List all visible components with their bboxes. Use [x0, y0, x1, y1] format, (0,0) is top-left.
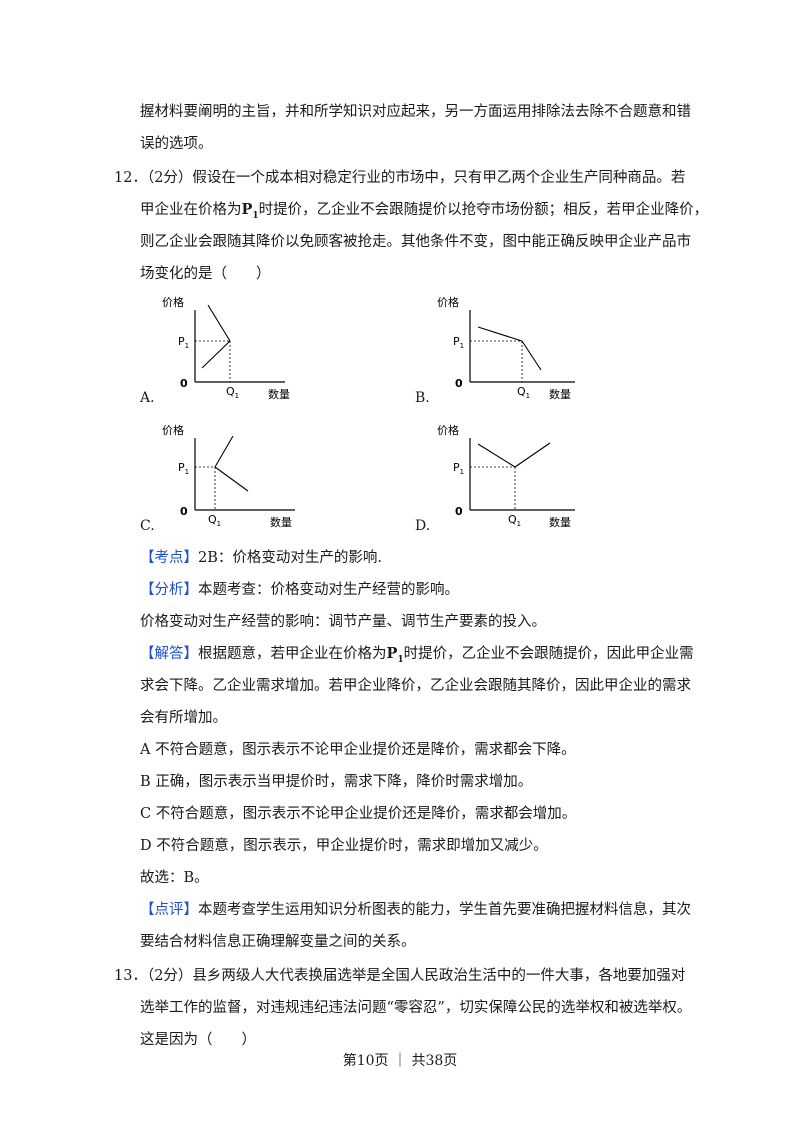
- p1-label: P1: [178, 335, 189, 350]
- option-d-explanation: D 不符合题意，图示表示，甲企业提价时，需求即增加又减少。: [140, 838, 548, 854]
- question-12-line3: 则乙企业会跟随其降价以免顾客被抢走。其他条件不变，图中能正确反映甲企业产品市: [140, 234, 691, 250]
- p1-label: P1: [453, 335, 464, 350]
- text-line: 握材料要阐明的主旨，并和所学知识对应起来，另一方面运用排除法去除不合题意和错: [140, 104, 691, 120]
- jieda-tag: 【解答】: [140, 646, 198, 662]
- p1-label: P1: [178, 461, 189, 476]
- jieda-line3: 会有所增加。: [140, 710, 227, 726]
- kaodian-line: 【考点】2B：价格变动对生产的影响.: [140, 550, 382, 566]
- page-footer: 第10页 ｜ 共38页: [342, 1053, 458, 1069]
- option-c-explanation: C 不符合题意，图示表示不论甲企业提价还是降价，需求都会增加。: [140, 806, 577, 822]
- question-13-line1: 13．（2分）县乡两级人大代表换届选举是全国人民政治生活中的一件大事，各地要加强…: [114, 968, 686, 984]
- text-line: 误的选项。: [140, 136, 213, 152]
- graph-a: 价格 P1 0 Q1 数量: [150, 290, 290, 405]
- q1-label: Q1: [517, 385, 530, 400]
- origin-label: 0: [180, 377, 188, 390]
- curve-lower: [521, 340, 542, 371]
- option-a-label: A.: [140, 390, 155, 406]
- graph-d: 价格 P1 0 Q1 数量: [425, 418, 585, 533]
- y-axis-label: 价格: [437, 423, 459, 437]
- option-a-explanation: A 不符合题意，图示表示不论甲企业提价还是降价，需求都会下降。: [140, 742, 576, 758]
- curve-upper: [477, 326, 523, 342]
- x-axis-label: 数量: [549, 516, 571, 529]
- question-13-line2: 选举工作的监督，对违规违纪违法问题“零容忍”，切实保障公民的选举权和被选举权。: [140, 1000, 692, 1016]
- origin-label: 0: [455, 505, 463, 518]
- curve-right: [514, 442, 551, 468]
- fenxi-line: 【分析】本题考查：价格变动对生产经营的影响。: [140, 582, 459, 598]
- kaodian-tag: 【考点】: [140, 550, 198, 566]
- fenxi-tag: 【分析】: [140, 582, 198, 598]
- question-12-line4: 场变化的是（ ）: [140, 266, 271, 282]
- origin-label: 0: [180, 505, 188, 518]
- graph-c: 价格 P1 0 Q1 数量: [150, 418, 310, 533]
- option-b-explanation: B 正确，图示表示当甲提价时，需求下降，降价时需求增加。: [140, 774, 533, 790]
- dianping-line2: 要结合材料信息正确理解变量之间的关系。: [140, 934, 416, 950]
- curve-upper: [207, 304, 231, 342]
- question-12-line2: 甲企业在价格为P1时提价，乙企业不会跟随提价以抢夺市场份额；相反，若甲企业降价，: [140, 201, 709, 221]
- origin-label: 0: [455, 377, 463, 390]
- curve-left: [477, 443, 516, 468]
- x-axis-label: 数量: [270, 516, 292, 529]
- curve-upper: [214, 435, 234, 468]
- option-c-label: C.: [140, 518, 155, 534]
- question-12-line1: 12．（2分）假设在一个成本相对稳定行业的市场中，只有甲乙两个企业生产同种商品。…: [114, 170, 686, 186]
- jieda-line2: 求会下降。乙企业需求增加。若甲企业降价，乙企业会跟随其降价，因此甲企业的需求: [140, 678, 691, 694]
- y-axis-label: 价格: [162, 423, 184, 437]
- curve-lower: [214, 466, 249, 492]
- jieda-line1: 【解答】根据题意，若甲企业在价格为P1时提价，乙企业不会跟随提价，因此甲企业需: [140, 645, 694, 665]
- answer-line: 故选：B。: [140, 870, 209, 886]
- q1-label: Q1: [508, 513, 521, 528]
- x-axis-label: 数量: [268, 388, 290, 401]
- option-d-label: D.: [415, 518, 431, 534]
- x-axis-label: 数量: [549, 388, 571, 401]
- question-13-line3: 这是因为（ ）: [140, 1032, 256, 1048]
- y-axis-label: 价格: [162, 295, 184, 309]
- dianping-tag: 【点评】: [140, 902, 198, 918]
- graph-b: 价格 P1 0 Q1 数量: [425, 290, 585, 405]
- fenxi-line2: 价格变动对生产经营的影响：调节产量、调节生产要素的投入。: [140, 614, 546, 630]
- curve-lower: [201, 340, 231, 369]
- dianping-line1: 【点评】本题考查学生运用知识分析图表的能力，学生首先要准确把握材料信息，其次: [140, 902, 691, 918]
- q1-label: Q1: [226, 385, 239, 400]
- option-b-label: B.: [415, 390, 430, 406]
- y-axis-label: 价格: [437, 295, 459, 309]
- p1-label: P1: [453, 461, 464, 476]
- q1-label: Q1: [208, 513, 221, 528]
